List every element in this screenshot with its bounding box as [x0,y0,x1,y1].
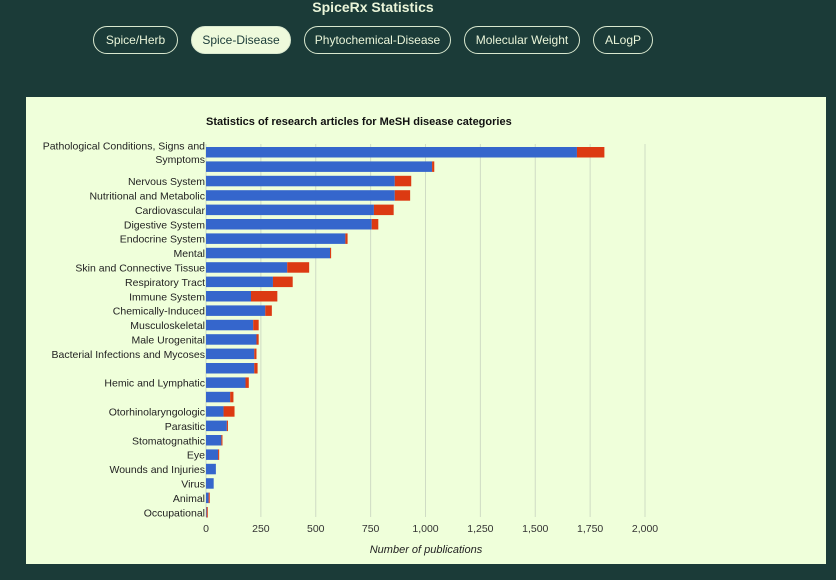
category-label: Occupational [144,507,205,519]
bar-segment-secondary[interactable] [218,449,220,460]
bar-segment-secondary[interactable] [253,319,259,331]
category-label: Nervous System [128,176,205,188]
x-tick-label: 250 [252,523,270,535]
bar-segment-secondary[interactable] [394,190,411,201]
chart-panel: Statistics of research articles for MeSH… [26,97,826,564]
category-label: Chemically-Induced [113,306,205,318]
category-label: Digestive System [124,219,205,231]
category-label: Musculoskeletal [130,320,205,332]
bar-segment-secondary[interactable] [265,305,272,316]
tab-spice-herb[interactable]: Spice/Herb [93,26,178,54]
bar-segment-primary[interactable] [206,319,254,331]
bar-segment-primary[interactable] [206,204,374,216]
tab-phytochemical-disease[interactable]: Phytochemical-Disease [304,26,451,54]
chart-bars [206,147,605,518]
bar-segment-primary[interactable] [206,276,273,288]
chart-title: Statistics of research articles for MeSH… [206,116,512,128]
bar-segment-primary[interactable] [206,449,219,460]
bar-segment-secondary[interactable] [208,492,210,504]
tab-spice-disease[interactable]: Spice-Disease [191,26,291,54]
bar-segment-secondary[interactable] [245,377,249,388]
category-label: Respiratory Tract [125,277,205,289]
category-label: Animal [173,493,205,505]
bar-segment-secondary[interactable] [221,435,223,446]
bar-segment-secondary[interactable] [345,233,348,244]
chart-x-ticks: 0 250 500 750 1,000 1,250 1,500 1,750 2,000 [203,523,658,535]
bar-segment-primary[interactable] [206,161,433,172]
category-label: Cardiovascular [135,205,206,217]
tab-molecular-weight[interactable]: Molecular Weight [464,26,580,54]
bar-segment-secondary[interactable] [230,391,234,403]
bar-segment-primary[interactable] [206,291,251,302]
category-label: Pathological Conditions, Signs and Sympto… [43,140,205,166]
x-tick-label: 2,000 [632,523,658,535]
bar-segment-secondary[interactable] [287,262,310,273]
category-label: Parasitic [165,421,205,433]
category-label: Nutritional and Metabolic [89,190,205,202]
tab-alogp[interactable]: ALogP [593,26,653,54]
x-tick-label: 1,250 [467,523,493,535]
app-title: SpiceRx Statistics [312,0,434,15]
bar-segment-secondary[interactable] [272,276,293,288]
bar-segment-secondary[interactable] [256,334,259,345]
bar-segment-secondary[interactable] [394,175,412,187]
bar-segment-primary[interactable] [206,190,395,201]
bar-segment-secondary[interactable] [226,420,228,432]
bar-segment-primary[interactable] [206,478,214,489]
x-axis-label: Number of publications [370,544,483,556]
bar-segment-primary[interactable] [206,334,257,345]
category-label: Bacterial Infections and Mycoses [52,349,206,361]
bar-segment-primary[interactable] [206,420,227,432]
x-tick-label: 1,000 [412,523,438,535]
bar-segment-secondary[interactable] [254,348,257,360]
bar-segment-secondary[interactable] [576,147,605,158]
x-tick-label: 1,500 [522,523,548,535]
category-label: Eye [187,450,205,462]
bar-segment-primary[interactable] [206,507,207,518]
bar-segment-secondary[interactable] [250,291,278,302]
category-label: Stomatognathic [132,435,205,447]
category-label: Mental [173,248,205,260]
bar-segment-primary[interactable] [206,391,231,403]
x-tick-label: 750 [362,523,380,535]
category-label: Endocrine System [120,234,205,246]
bar-segment-primary[interactable] [206,463,216,475]
bar-segment-primary[interactable] [206,305,266,316]
bar-segment-secondary[interactable] [223,406,235,417]
bar-segment-secondary[interactable] [330,247,332,259]
bar-segment-secondary[interactable] [432,161,435,172]
bar-segment-secondary[interactable] [371,219,379,230]
bar-segment-primary[interactable] [206,262,288,273]
bar-segment-secondary[interactable] [373,204,394,216]
bar-segment-primary[interactable] [206,363,255,374]
x-tick-label: 0 [203,523,209,535]
bar-segment-secondary[interactable] [254,363,258,374]
category-label: Skin and Connective Tissue [75,262,205,274]
category-label: Immune System [129,291,205,303]
category-label: Hemic and Lymphatic [104,378,205,390]
bar-segment-primary[interactable] [206,435,222,446]
category-label: Wounds and Injuries [109,464,205,476]
category-label: Virus [181,478,205,490]
bar-segment-primary[interactable] [206,233,346,244]
bar-segment-primary[interactable] [206,147,577,158]
chart-y-labels: Pathological Conditions, Signs and Sympto… [43,140,206,519]
bar-segment-secondary[interactable] [206,507,208,518]
disease-category-bar-chart: Statistics of research articles for MeSH… [43,116,659,556]
bar-segment-primary[interactable] [206,348,255,360]
bar-segment-primary[interactable] [206,492,209,504]
tab-bar: Spice/Herb Spice-Disease Phytochemical-D… [0,26,836,54]
bar-segment-primary[interactable] [206,219,372,230]
x-tick-label: 1,750 [577,523,603,535]
x-tick-label: 500 [307,523,325,535]
bar-segment-primary[interactable] [206,175,395,187]
bar-segment-primary[interactable] [206,377,246,388]
bar-segment-primary[interactable] [206,406,224,417]
category-label: Otorhinolaryngologic [109,406,205,418]
category-label: Male Urogenital [131,334,205,346]
bar-segment-primary[interactable] [206,247,331,259]
